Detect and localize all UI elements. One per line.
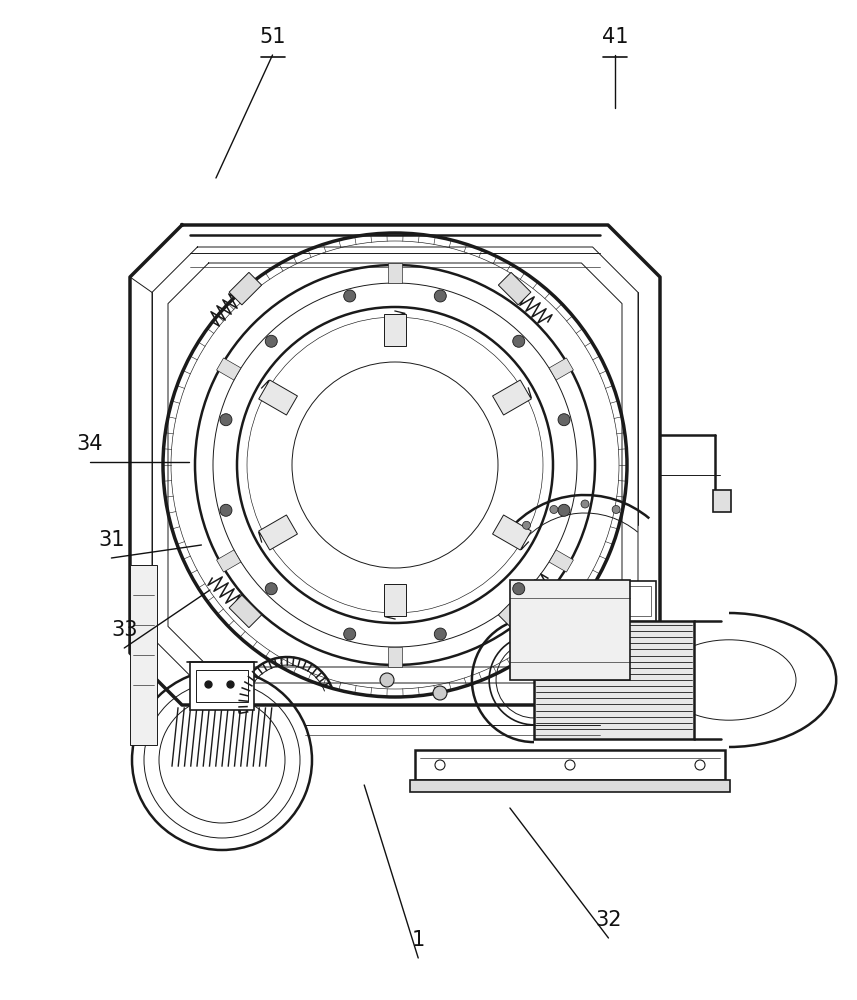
- Bar: [190, 662, 254, 710]
- Text: 31: 31: [99, 530, 124, 550]
- Bar: [196, 670, 248, 702]
- Circle shape: [435, 760, 445, 770]
- Bar: [534, 621, 694, 739]
- Bar: [130, 565, 157, 745]
- Polygon shape: [493, 515, 531, 550]
- Circle shape: [266, 583, 278, 595]
- Polygon shape: [549, 550, 573, 572]
- Bar: [599, 586, 651, 616]
- Circle shape: [558, 504, 570, 516]
- Bar: [510, 580, 630, 680]
- Text: 51: 51: [260, 27, 285, 47]
- Circle shape: [512, 583, 524, 595]
- Circle shape: [344, 290, 356, 302]
- Text: 33: 33: [111, 620, 137, 640]
- Polygon shape: [217, 550, 241, 572]
- Circle shape: [266, 335, 278, 347]
- Text: 34: 34: [77, 434, 103, 454]
- Bar: [415, 750, 725, 780]
- Polygon shape: [493, 380, 531, 415]
- Polygon shape: [259, 515, 297, 550]
- Circle shape: [220, 414, 232, 426]
- Polygon shape: [384, 584, 406, 616]
- Circle shape: [565, 760, 575, 770]
- Polygon shape: [229, 272, 261, 305]
- Polygon shape: [388, 647, 402, 667]
- Circle shape: [581, 500, 589, 508]
- Circle shape: [558, 414, 570, 426]
- Circle shape: [433, 686, 447, 700]
- Circle shape: [612, 505, 620, 513]
- Circle shape: [434, 290, 446, 302]
- Polygon shape: [549, 358, 573, 380]
- Circle shape: [220, 504, 232, 516]
- Text: 41: 41: [602, 27, 628, 47]
- Text: 32: 32: [596, 910, 621, 930]
- Circle shape: [695, 760, 705, 770]
- Polygon shape: [499, 595, 530, 628]
- Circle shape: [380, 673, 394, 687]
- Polygon shape: [388, 263, 402, 283]
- Polygon shape: [229, 595, 261, 628]
- Circle shape: [523, 521, 530, 529]
- Circle shape: [434, 628, 446, 640]
- Bar: [713, 490, 731, 512]
- Circle shape: [550, 505, 558, 513]
- Polygon shape: [217, 358, 241, 380]
- Bar: [594, 581, 656, 621]
- Circle shape: [512, 335, 524, 347]
- Bar: [410, 780, 730, 792]
- Polygon shape: [499, 272, 530, 305]
- Polygon shape: [384, 314, 406, 346]
- Circle shape: [344, 628, 356, 640]
- Text: 1: 1: [411, 930, 425, 950]
- Polygon shape: [259, 380, 297, 415]
